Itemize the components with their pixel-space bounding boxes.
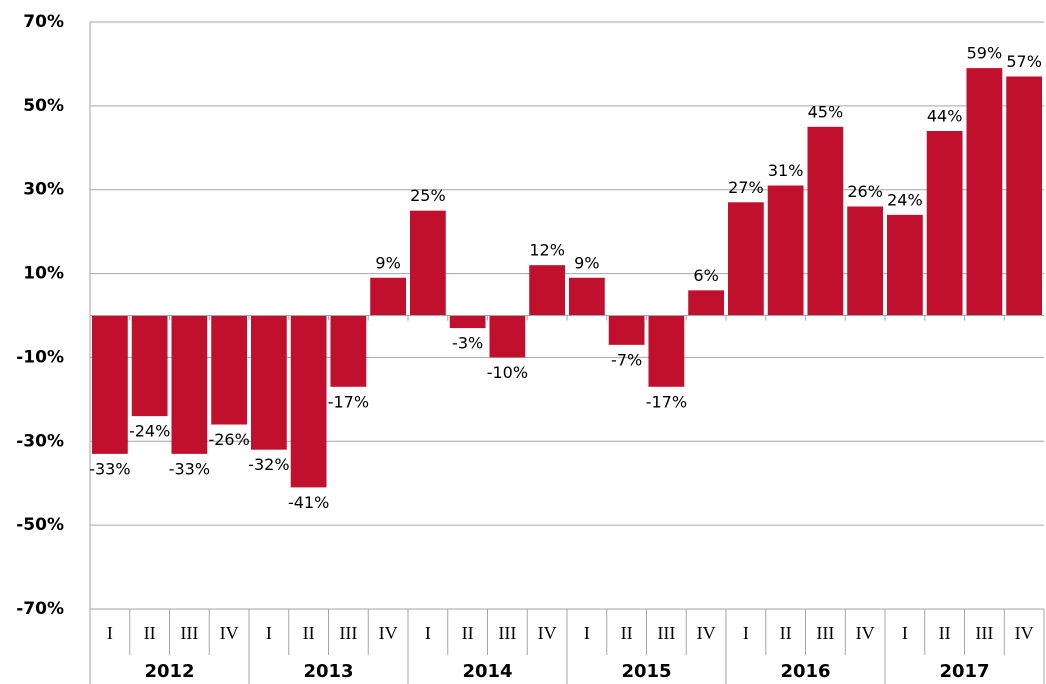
bar [370, 277, 407, 316]
bar [608, 315, 645, 345]
bar [568, 277, 605, 316]
value-label: 24% [887, 190, 923, 209]
year-label: 2013 [303, 661, 353, 682]
x-tick-label: III [339, 623, 357, 643]
y-tick-label: -70% [16, 599, 64, 619]
y-tick-label: 50% [23, 96, 64, 116]
bar [847, 206, 884, 316]
x-tick-label: I [902, 623, 908, 643]
x-tick-label: I [425, 623, 431, 643]
value-label: 31% [768, 161, 804, 180]
year-label: 2017 [939, 661, 989, 682]
value-label: 44% [927, 107, 963, 126]
value-label: -32% [248, 455, 289, 474]
bar [807, 126, 844, 316]
bar [489, 315, 526, 358]
x-tick-label: III [975, 623, 993, 643]
value-label: -33% [169, 459, 210, 478]
value-label: -24% [129, 422, 170, 441]
bar [926, 131, 963, 316]
x-tick-label: I [743, 623, 749, 643]
y-tick-label: -50% [16, 515, 64, 535]
x-tick-label: II [462, 623, 474, 643]
value-label: 9% [574, 253, 599, 272]
value-label: 45% [808, 102, 844, 121]
bar [529, 265, 566, 316]
x-tick-label: I [107, 623, 113, 643]
value-label: 57% [1006, 52, 1042, 71]
value-label: -26% [208, 430, 249, 449]
x-tick-label: II [621, 623, 633, 643]
x-tick-label: III [816, 623, 834, 643]
x-tick-label: III [180, 623, 198, 643]
value-label: 25% [410, 186, 446, 205]
bar [727, 202, 764, 316]
bar [131, 315, 168, 417]
x-tick-label: II [303, 623, 315, 643]
value-label: 9% [375, 253, 400, 272]
bar [409, 210, 446, 316]
value-label: -17% [328, 392, 369, 411]
year-label: 2016 [780, 661, 830, 682]
y-tick-label: 70% [23, 12, 64, 32]
x-tick-label: I [584, 623, 590, 643]
value-label: -33% [89, 459, 130, 478]
value-label: -41% [288, 493, 329, 512]
bar [966, 68, 1003, 316]
y-tick-label: 30% [23, 180, 64, 200]
y-tick-label: 10% [23, 264, 64, 284]
bar [449, 315, 486, 329]
value-label: -17% [646, 392, 687, 411]
x-tick-label: IV [538, 623, 557, 643]
x-tick-label: III [657, 623, 675, 643]
bar [250, 315, 287, 450]
x-tick-label: I [266, 623, 272, 643]
bar [1006, 76, 1043, 316]
x-tick-label: IV [379, 623, 398, 643]
bar [330, 315, 367, 387]
y-tick-label: -30% [16, 431, 64, 451]
bar [767, 185, 804, 316]
x-tick-label: II [144, 623, 156, 643]
value-label: -7% [611, 350, 642, 369]
value-label: 6% [693, 266, 718, 285]
value-label: 26% [847, 182, 883, 201]
value-label: 59% [967, 44, 1003, 63]
year-label: 2014 [462, 661, 512, 682]
x-tick-label: III [498, 623, 516, 643]
bar [648, 315, 685, 387]
x-tick-label: IV [856, 623, 875, 643]
y-tick-label: -10% [16, 347, 64, 367]
bar [290, 315, 327, 488]
x-tick-label: IV [220, 623, 239, 643]
x-tick-label: II [939, 623, 951, 643]
x-tick-label: II [780, 623, 792, 643]
bar [886, 214, 923, 316]
year-label: 2015 [621, 661, 671, 682]
bar [171, 315, 208, 454]
bar [688, 290, 725, 316]
value-label: -10% [487, 363, 528, 382]
value-label: 12% [529, 241, 565, 260]
x-tick-label: IV [697, 623, 716, 643]
bar [91, 315, 128, 454]
year-label: 2012 [144, 661, 194, 682]
bar [211, 315, 248, 425]
value-label: -3% [452, 334, 483, 353]
value-label: 27% [728, 178, 764, 197]
x-tick-label: IV [1015, 623, 1034, 643]
